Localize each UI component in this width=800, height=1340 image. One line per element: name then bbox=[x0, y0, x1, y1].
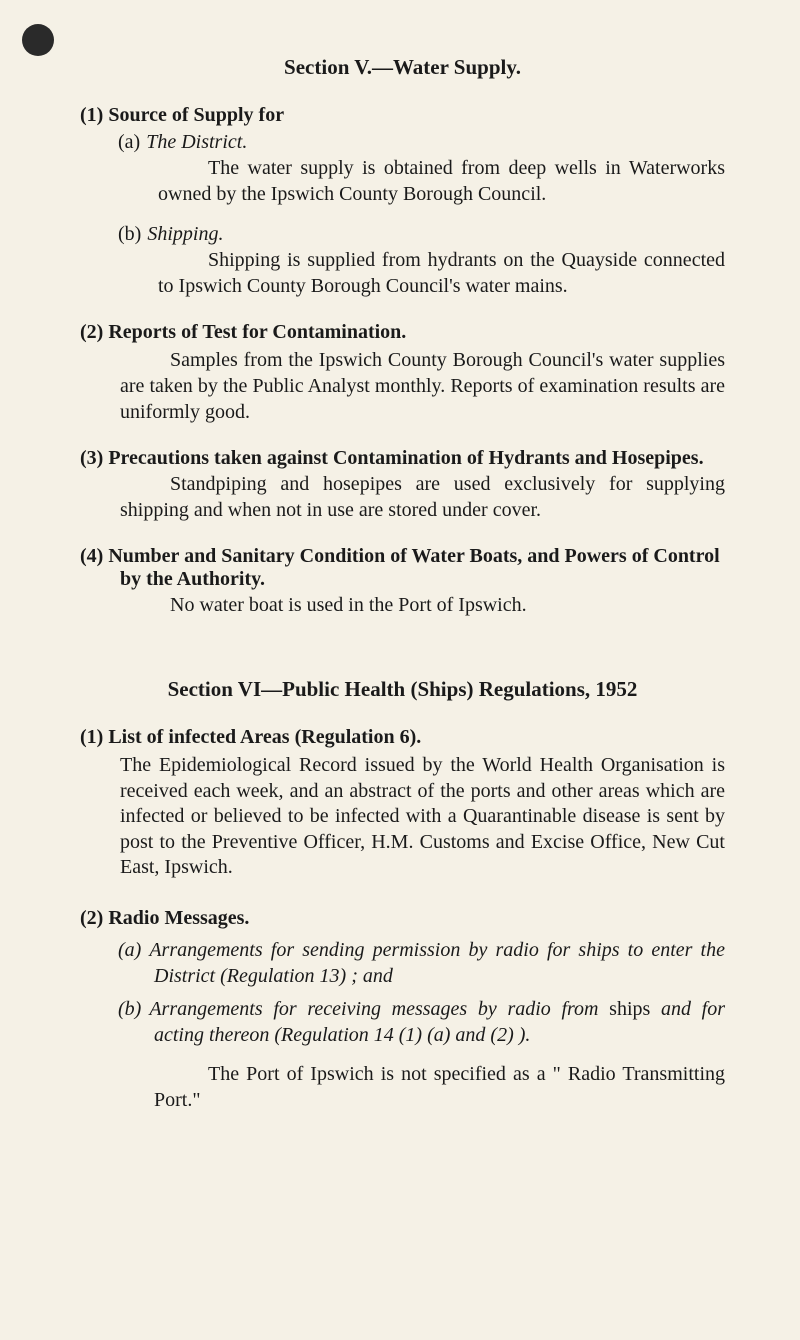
vi-item-1-body: The Epidemiological Record issued by the… bbox=[120, 753, 725, 881]
item-4-heading: (4) Number and Sanitary Condition of Wat… bbox=[80, 545, 725, 591]
item-2-heading: (2) Reports of Test for Contamination. bbox=[80, 321, 725, 344]
item-1-sub-a: (a) The District. bbox=[118, 131, 725, 154]
vi-item-1: (1) List of infected Areas (Regulation 6… bbox=[80, 726, 725, 881]
radio-b-letter: (b) bbox=[118, 998, 141, 1020]
radio-sub-b: (b) Arrangements for receiving messages b… bbox=[118, 997, 725, 1048]
item-1-sub-a-body: The water supply is obtained from deep w… bbox=[158, 156, 725, 207]
radio-sub-a: (a) Arrangements for sending permission b… bbox=[118, 938, 725, 989]
vi-item-1-heading: (1) List of infected Areas (Regulation 6… bbox=[80, 726, 725, 749]
item-4: (4) Number and Sanitary Condition of Wat… bbox=[80, 545, 725, 619]
item-4-body: No water boat is used in the Port of Ips… bbox=[120, 593, 725, 619]
item-2: (2) Reports of Test for Contamination. S… bbox=[80, 321, 725, 425]
vi-item-2-heading: (2) Radio Messages. bbox=[80, 907, 725, 930]
radio-a-text: Arrangements for sending permission by r… bbox=[149, 939, 725, 987]
sub-b-letter: (b) bbox=[118, 223, 141, 245]
section-vi-title: Section VI—Public Health (Ships) Regulat… bbox=[80, 677, 725, 702]
vi-item-2: (2) Radio Messages. (a) Arrangements for … bbox=[80, 907, 725, 1114]
item-3-heading: (3) Precautions taken against Contaminat… bbox=[80, 447, 725, 470]
radio-a-letter: (a) bbox=[118, 939, 141, 961]
sub-b-label: Shipping. bbox=[147, 223, 223, 245]
item-1-heading: (1) Source of Supply for bbox=[80, 104, 725, 127]
item-1-sub-b: (b) Shipping. bbox=[118, 223, 725, 246]
radio-b-text-1: Arrangements for receiving messages by r… bbox=[149, 998, 609, 1020]
sub-a-letter: (a) bbox=[118, 131, 140, 153]
corner-dot bbox=[22, 24, 54, 56]
item-1-sub-b-body: Shipping is supplied from hydrants on th… bbox=[158, 248, 725, 299]
item-3-body: Standpiping and hosepipes are used exclu… bbox=[120, 472, 725, 523]
item-1: (1) Source of Supply for (a) The District… bbox=[80, 104, 725, 299]
radio-b-ships: ships bbox=[609, 998, 650, 1020]
sub-a-label: The District. bbox=[146, 131, 247, 153]
radio-final: The Port of Ipswich is not specified as … bbox=[154, 1062, 725, 1113]
item-3: (3) Precautions taken against Contaminat… bbox=[80, 447, 725, 523]
item-2-body: Samples from the Ipswich County Borough … bbox=[120, 348, 725, 425]
section-v-title: Section V.—Water Supply. bbox=[80, 55, 725, 80]
